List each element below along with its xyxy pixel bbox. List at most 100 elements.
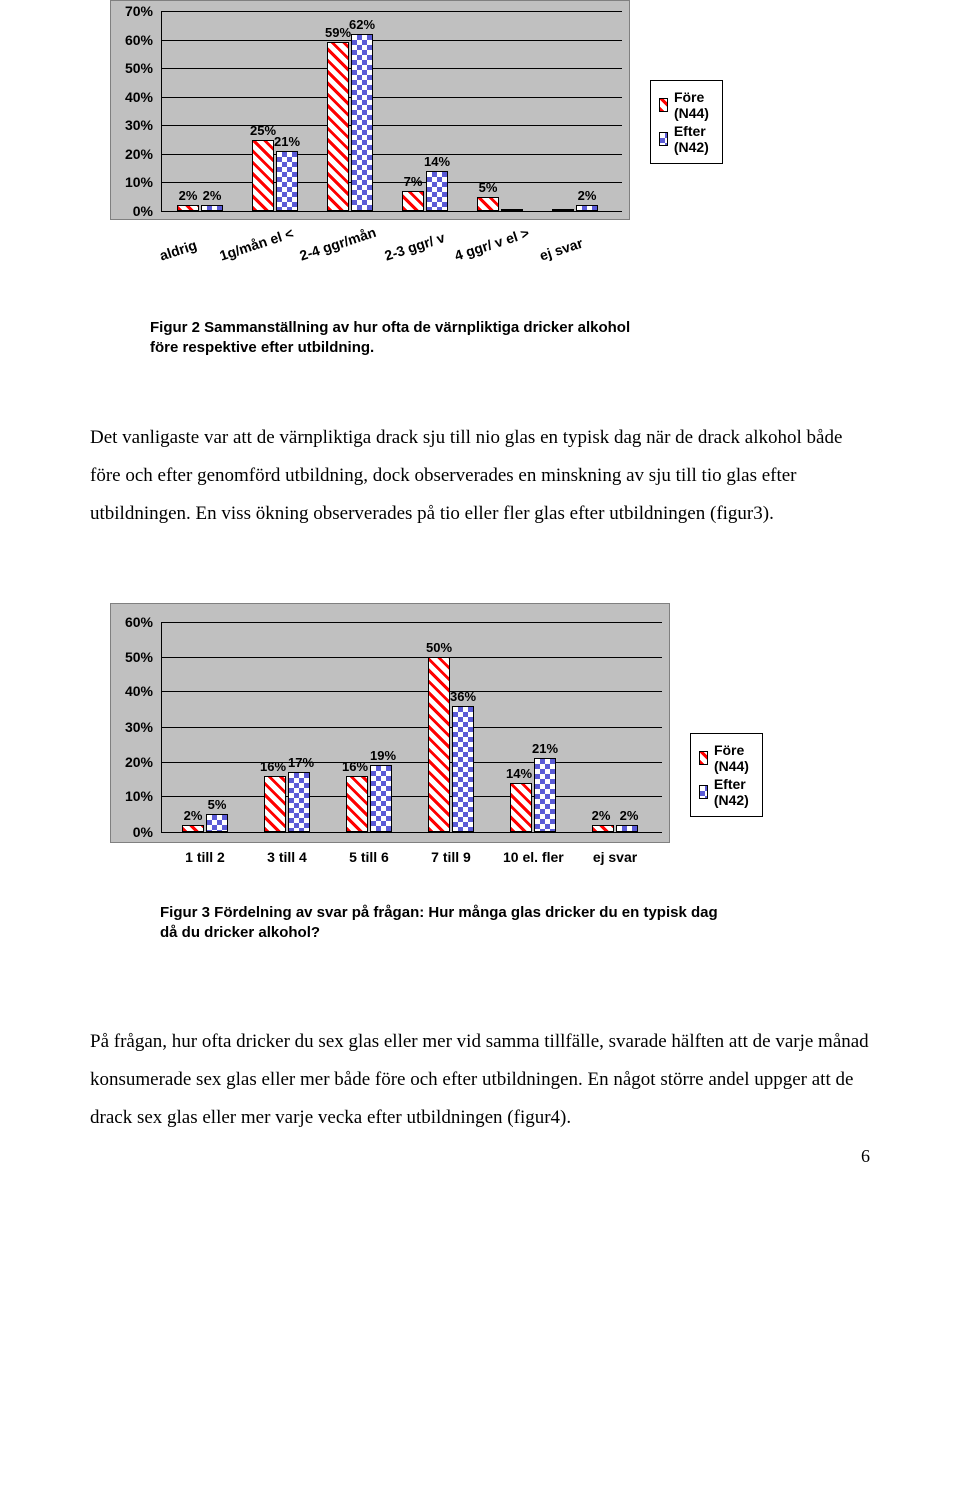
chart-2-plot: 2% 5% 16% 17% 16% 19% 50% 36% 14% 21% (161, 622, 662, 833)
bar-efter: 21% (276, 151, 298, 211)
x-tick: 1g/mån el < (218, 225, 296, 264)
bar-group: 5% (477, 197, 523, 211)
bar-group: 14% 21% (510, 758, 556, 832)
bar-value: 14% (424, 154, 450, 169)
chart-2-y-axis: 60% 50% 40% 30% 20% 10% 0% (111, 622, 157, 832)
bar-value: 21% (532, 741, 558, 756)
bar-value: 25% (250, 123, 276, 138)
x-tick: 3 till 4 (267, 849, 307, 865)
bar-efter: 17% (288, 772, 310, 832)
bar-group: 2% 5% (182, 814, 228, 832)
legend-item: Före (N44) (699, 742, 754, 774)
legend-swatch-icon (699, 785, 708, 799)
bar-value: 62% (349, 17, 375, 32)
bar-value: 2% (184, 808, 203, 823)
bar-group: 16% 19% (346, 765, 392, 832)
chart-1-caption: Figur 2 Sammanställning av hur ofta de v… (150, 318, 650, 359)
legend-swatch-icon (659, 98, 668, 112)
y-tick: 40% (125, 683, 153, 699)
y-tick: 10% (125, 788, 153, 804)
bar-fore: 16% (346, 776, 368, 832)
y-tick: 20% (125, 754, 153, 770)
bar-fore: 25% (252, 140, 274, 211)
bar-group: 2% 2% (177, 205, 223, 211)
bar-group: 7% 14% (402, 171, 448, 211)
chart-2-x-axis: 1 till 2 3 till 4 5 till 6 7 till 9 10 e… (110, 849, 670, 889)
bar-efter (501, 209, 523, 211)
bar-value: 2% (578, 188, 597, 203)
y-tick: 50% (125, 60, 153, 76)
chart-2-box: 60% 50% 40% 30% 20% 10% 0% 2% 5% (110, 603, 670, 843)
bar-value: 50% (426, 640, 452, 655)
bar-value: 7% (404, 174, 423, 189)
bar-efter: 19% (370, 765, 392, 832)
bar-efter: 36% (452, 706, 474, 832)
x-tick: 1 till 2 (185, 849, 225, 865)
legend-label: Före (N44) (674, 89, 714, 121)
y-tick: 10% (125, 174, 153, 190)
x-tick: ej svar (593, 849, 637, 865)
bar-group: 25% 21% (252, 140, 298, 211)
bar-group: 2% (552, 205, 598, 211)
y-tick: 60% (125, 614, 153, 630)
paragraph-1: Det vanligaste var att de värnpliktiga d… (90, 419, 870, 533)
legend-label: Före (N44) (714, 742, 754, 774)
legend-item: Efter (N42) (699, 776, 754, 808)
bar-fore: 50% (428, 657, 450, 832)
bar-fore: 5% (477, 197, 499, 211)
bar-value: 21% (274, 134, 300, 149)
bar-efter: 14% (426, 171, 448, 211)
y-tick: 30% (125, 117, 153, 133)
chart-2-legend: Före (N44) Efter (N42) (690, 733, 763, 817)
bar-value: 2% (179, 188, 198, 203)
x-tick: 7 till 9 (431, 849, 471, 865)
chart-1-plot: 2% 2% 25% 21% 59% 62% 7% 14% 5% (161, 11, 622, 212)
legend-item: Efter (N42) (659, 123, 714, 155)
legend-swatch-icon (699, 751, 708, 765)
bar-efter: 21% (534, 758, 556, 832)
bar-value: 16% (342, 759, 368, 774)
bar-efter: 62% (351, 34, 373, 211)
page: 70% 60% 50% 40% 30% 20% 10% 0% (0, 0, 960, 1177)
bar-value: 2% (203, 188, 222, 203)
x-tick: ej svar (538, 235, 585, 264)
bar-efter: 2% (201, 205, 223, 211)
chart-1-legend: Före (N44) Efter (N42) (650, 80, 723, 164)
y-tick: 50% (125, 649, 153, 665)
bar-efter: 5% (206, 814, 228, 832)
bar-group: 50% 36% (428, 657, 474, 832)
bar-value: 16% (260, 759, 286, 774)
bar-fore: 16% (264, 776, 286, 832)
bar-fore: 14% (510, 783, 532, 832)
bar-group: 2% 2% (592, 825, 638, 832)
y-tick: 0% (133, 203, 153, 219)
x-tick: 10 el. fler (503, 849, 563, 865)
y-tick: 0% (133, 824, 153, 840)
bar-fore: 2% (592, 825, 614, 832)
chart-2: 60% 50% 40% 30% 20% 10% 0% 2% 5% (110, 603, 750, 944)
x-tick: 4 ggr/ v el > (453, 224, 532, 263)
x-tick: aldrig (158, 237, 199, 264)
bar-value: 14% (506, 766, 532, 781)
y-tick: 60% (125, 32, 153, 48)
paragraph-2: På frågan, hur ofta dricker du sex glas … (90, 1023, 870, 1137)
bar-value: 2% (592, 808, 611, 823)
y-tick: 70% (125, 3, 153, 19)
chart-1-box: 70% 60% 50% 40% 30% 20% 10% 0% (110, 0, 630, 220)
x-tick: 5 till 6 (349, 849, 389, 865)
legend-label: Efter (N42) (714, 776, 754, 808)
chart-2-caption: Figur 3 Fördelning av svar på frågan: Hu… (160, 903, 720, 944)
bar-value: 2% (620, 808, 639, 823)
legend-item: Före (N44) (659, 89, 714, 121)
y-tick: 20% (125, 146, 153, 162)
bar-group: 16% 17% (264, 772, 310, 832)
chart-1: 70% 60% 50% 40% 30% 20% 10% 0% (110, 0, 710, 359)
y-tick: 30% (125, 719, 153, 735)
chart-1-x-axis: aldrig 1g/mån el < 2-4 ggr/mån 2-3 ggr/ … (110, 228, 630, 278)
bar-value: 5% (208, 797, 227, 812)
bar-value: 36% (450, 689, 476, 704)
bar-fore: 2% (182, 825, 204, 832)
bar-group: 59% 62% (327, 34, 373, 211)
bar-fore: 59% (327, 42, 349, 211)
bar-value: 5% (479, 180, 498, 195)
